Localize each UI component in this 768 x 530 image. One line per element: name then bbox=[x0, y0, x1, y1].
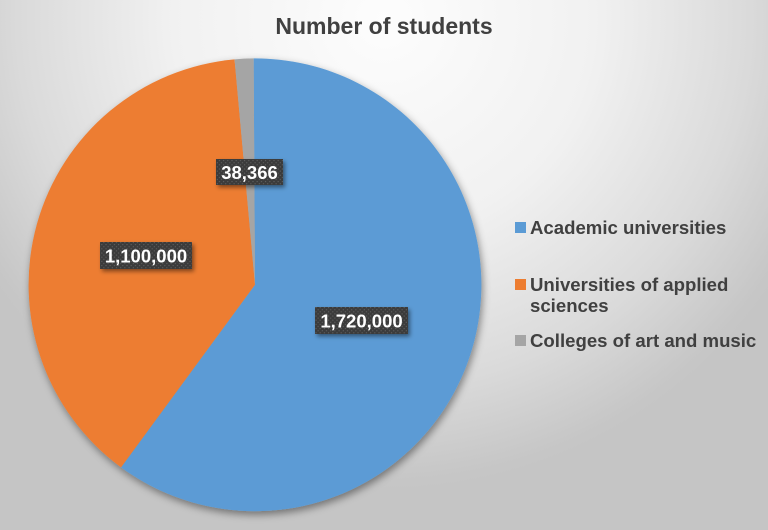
svg-text:38,366: 38,366 bbox=[221, 162, 278, 183]
svg-text:1,100,000: 1,100,000 bbox=[105, 245, 187, 266]
svg-text:1,720,000: 1,720,000 bbox=[320, 310, 402, 331]
